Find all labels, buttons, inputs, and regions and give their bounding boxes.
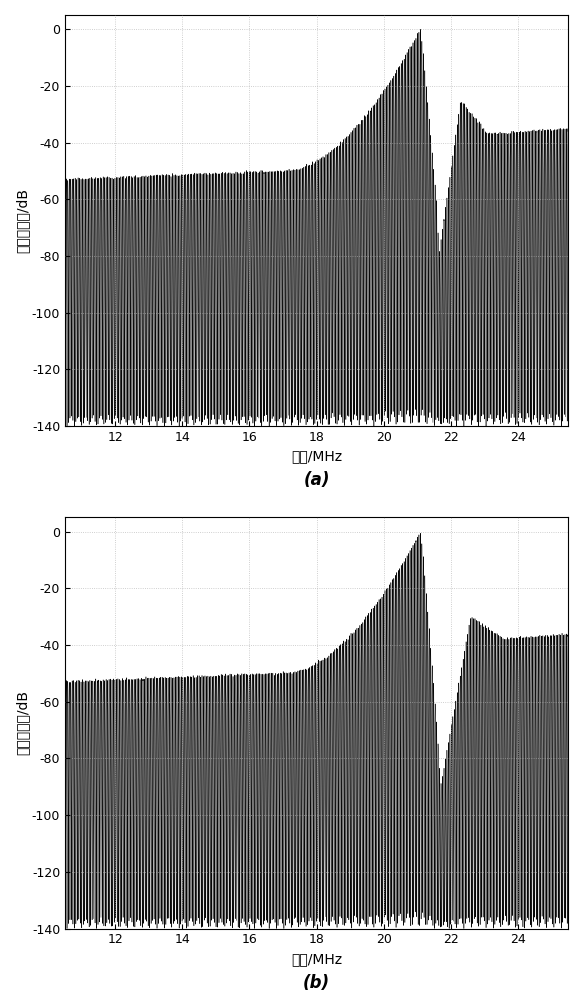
X-axis label: 频率/MHz: 频率/MHz [291,952,342,966]
Y-axis label: 归一化功率/dB: 归一化功率/dB [15,690,29,755]
X-axis label: 频率/MHz: 频率/MHz [291,450,342,464]
Y-axis label: 归一化功率/dB: 归一化功率/dB [15,188,29,253]
Text: (a): (a) [303,471,330,489]
Text: (b): (b) [303,974,330,992]
